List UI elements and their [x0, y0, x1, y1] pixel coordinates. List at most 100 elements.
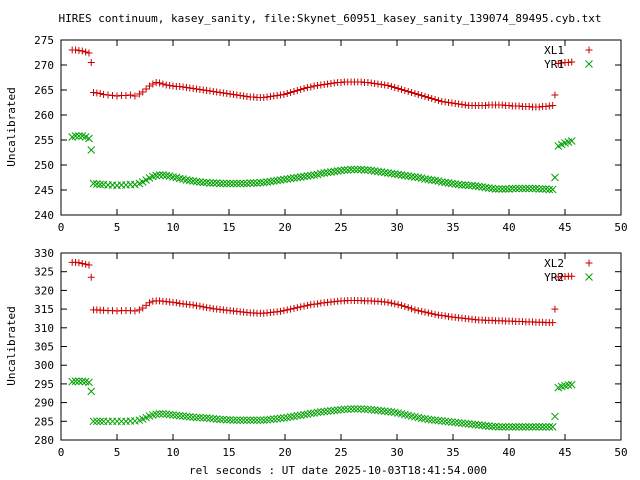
data-point-xl2: [199, 303, 207, 311]
data-point-yr1: [367, 166, 376, 175]
data-point-xl2: [391, 300, 399, 308]
data-point-xl2: [297, 303, 305, 311]
data-point-yr2: [85, 378, 93, 387]
data-point-yr2: [495, 423, 503, 431]
data-point-yr2: [327, 406, 335, 415]
data-point-yr2: [464, 420, 473, 428]
data-point-yr2: [236, 416, 245, 425]
data-point-yr2: [192, 413, 201, 422]
data-point-xl2: [172, 299, 180, 307]
data-point-xl1: [96, 90, 104, 97]
data-point-yr2: [243, 416, 251, 425]
legend-marker-yr1: [585, 60, 593, 68]
data-point-xl1: [142, 85, 150, 93]
top-marks: [68, 46, 576, 194]
data-point-yr2: [437, 417, 446, 425]
data-point-yr2: [508, 423, 517, 431]
data-point-xl1: [404, 88, 412, 95]
y-tick-label: 265: [34, 84, 54, 97]
y-tick-label: 325: [34, 266, 54, 279]
data-point-yr2: [206, 414, 214, 423]
data-point-yr2: [323, 407, 332, 416]
data-point-yr2: [484, 422, 493, 431]
data-point-yr2: [511, 423, 520, 431]
data-point-yr1: [491, 185, 500, 193]
data-point-xl2: [303, 301, 311, 309]
data-point-yr2: [478, 421, 486, 430]
x-tick-label: 35: [446, 221, 459, 234]
data-point-yr2: [202, 414, 211, 422]
data-point-xl1: [290, 88, 298, 95]
data-point-yr2: [491, 422, 500, 431]
y-tick-label: 310: [34, 322, 54, 335]
data-point-xl2: [135, 306, 143, 314]
data-point-yr2: [434, 416, 443, 425]
data-point-yr1: [448, 179, 456, 188]
data-point-yr2: [474, 421, 483, 429]
x-tick-label: 35: [446, 446, 459, 459]
legend-label: YR1: [544, 58, 564, 71]
data-point-yr2: [152, 410, 161, 419]
data-point-yr1: [162, 171, 171, 180]
data-point-yr1: [212, 179, 221, 187]
data-point-yr1: [89, 179, 98, 188]
data-point-yr1: [437, 178, 446, 186]
data-point-yr1: [236, 179, 245, 188]
data-point-yr2: [155, 409, 164, 418]
y-tick-label: 275: [34, 34, 54, 47]
data-point-yr1: [320, 169, 329, 177]
data-point-yr2: [357, 405, 366, 413]
data-point-yr2: [259, 416, 268, 425]
data-point-yr2: [515, 423, 523, 431]
data-point-yr1: [357, 165, 366, 174]
x-tick-label: 0: [58, 446, 65, 459]
data-point-yr1: [185, 176, 194, 185]
data-point-xl1: [87, 59, 95, 66]
data-point-yr1: [508, 184, 517, 193]
data-point-yr1: [488, 184, 497, 193]
data-point-yr2: [165, 410, 174, 419]
data-point-yr1: [219, 179, 228, 188]
data-point-yr2: [92, 417, 101, 426]
x-tick-label: 45: [558, 446, 571, 459]
data-point-yr2: [353, 405, 362, 413]
x-tick-label: 10: [166, 221, 179, 234]
data-point-yr1: [421, 175, 429, 183]
data-point-xl1: [434, 97, 442, 104]
data-point-yr2: [427, 415, 436, 424]
data-point-yr2: [364, 405, 372, 414]
data-point-yr1: [232, 179, 241, 188]
data-point-yr1: [397, 171, 406, 179]
data-point-yr2: [417, 414, 426, 423]
data-point-yr1: [548, 185, 557, 194]
y-axis-label-top: Uncalibrated: [5, 87, 18, 166]
data-point-xl1: [551, 91, 559, 99]
x-tick-label: 50: [614, 446, 627, 459]
data-point-xl2: [397, 301, 405, 309]
chart-title: HIRES continuum, kasey_sanity, file:Skyn…: [58, 12, 601, 25]
x-tick-label: 25: [334, 446, 347, 459]
data-point-yr2: [545, 423, 554, 431]
data-point-xl1: [428, 95, 436, 102]
data-point-yr1: [400, 171, 409, 180]
data-point-yr1: [222, 179, 231, 188]
data-point-yr2: [488, 422, 497, 431]
data-point-xl2: [75, 259, 83, 267]
data-point-xl1: [307, 83, 315, 91]
data-point-yr2: [505, 423, 513, 431]
data-point-xl2: [206, 304, 214, 312]
data-point-xl1: [408, 89, 416, 96]
data-point-yr1: [498, 185, 507, 193]
data-point-yr1: [404, 172, 413, 180]
legend-marker-xl1: [585, 46, 593, 54]
data-point-yr2: [219, 415, 228, 424]
data-point-yr2: [300, 410, 308, 419]
data-point-yr2: [377, 406, 386, 415]
y-tick-label: 290: [34, 397, 54, 410]
data-point-yr2: [269, 415, 278, 423]
data-point-yr2: [330, 406, 339, 415]
data-point-yr2: [444, 417, 453, 426]
data-point-yr1: [478, 183, 486, 191]
data-point-yr2: [374, 406, 382, 415]
x-tick-label: 5: [114, 221, 121, 234]
